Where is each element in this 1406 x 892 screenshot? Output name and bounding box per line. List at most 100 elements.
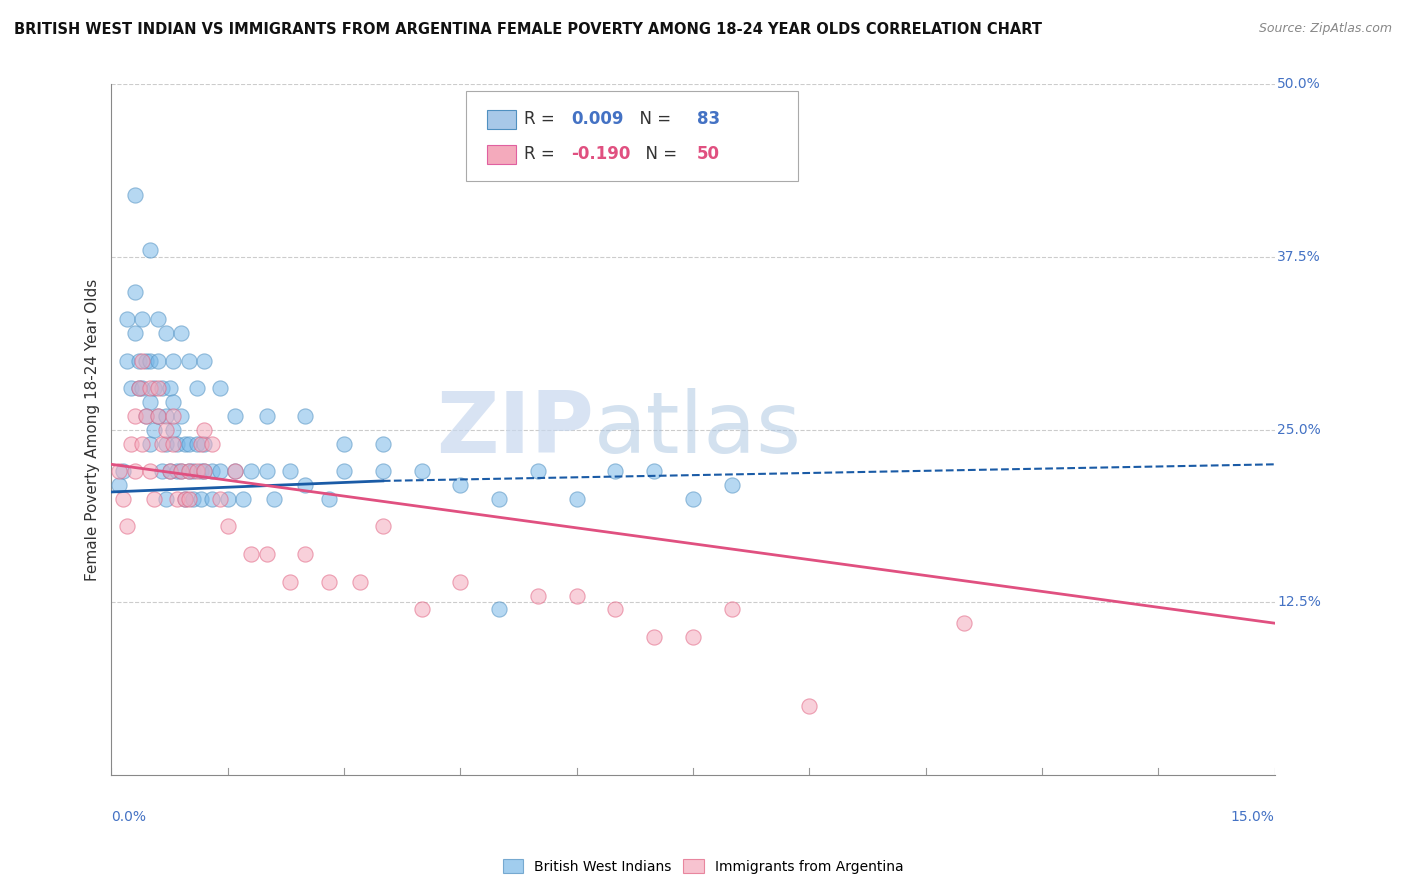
Point — [224, 409, 246, 423]
Point — [224, 464, 246, 478]
Text: 0.0%: 0.0% — [111, 810, 146, 823]
Point — [201, 464, 224, 478]
Point — [112, 491, 135, 506]
Point — [201, 436, 224, 450]
Point — [131, 381, 153, 395]
Point — [193, 464, 215, 478]
Point — [186, 464, 208, 478]
Point — [139, 244, 162, 258]
Point — [278, 464, 301, 478]
Point — [155, 423, 177, 437]
Point — [201, 491, 224, 506]
Point — [294, 409, 316, 423]
Point — [190, 491, 212, 506]
Point — [263, 491, 285, 506]
Point — [240, 464, 263, 478]
Point — [177, 491, 200, 506]
Text: atlas: atlas — [595, 388, 803, 471]
Point — [682, 491, 704, 506]
Point — [139, 395, 162, 409]
Point — [112, 464, 135, 478]
Text: ZIP: ZIP — [436, 388, 595, 471]
Point — [208, 464, 231, 478]
Point — [371, 519, 394, 533]
Point — [162, 423, 184, 437]
Point — [643, 630, 665, 644]
Text: 25.0%: 25.0% — [1277, 423, 1320, 437]
Point — [371, 436, 394, 450]
Point — [208, 381, 231, 395]
Point — [131, 436, 153, 450]
Point — [150, 464, 173, 478]
Point — [150, 436, 173, 450]
Point — [953, 616, 976, 631]
Point — [411, 602, 433, 616]
Point — [177, 464, 200, 478]
Point — [186, 436, 208, 450]
Point — [170, 326, 193, 340]
Point — [565, 491, 588, 506]
Point — [170, 464, 193, 478]
Text: Source: ZipAtlas.com: Source: ZipAtlas.com — [1258, 22, 1392, 36]
Point — [256, 409, 278, 423]
Point — [177, 353, 200, 368]
Point — [120, 436, 142, 450]
Point — [120, 381, 142, 395]
Point — [135, 409, 157, 423]
Text: BRITISH WEST INDIAN VS IMMIGRANTS FROM ARGENTINA FEMALE POVERTY AMONG 18-24 YEAR: BRITISH WEST INDIAN VS IMMIGRANTS FROM A… — [14, 22, 1042, 37]
Point — [449, 478, 471, 492]
Point — [256, 547, 278, 561]
Point — [162, 409, 184, 423]
Point — [124, 326, 146, 340]
Point — [294, 547, 316, 561]
Point — [256, 464, 278, 478]
Text: 50.0%: 50.0% — [1277, 78, 1320, 92]
Point — [449, 574, 471, 589]
Point — [124, 285, 146, 299]
Point — [333, 464, 356, 478]
Text: R =: R = — [524, 145, 561, 162]
Point — [146, 381, 169, 395]
Point — [159, 464, 181, 478]
Point — [131, 312, 153, 326]
Point — [159, 464, 181, 478]
Point — [135, 409, 157, 423]
FancyBboxPatch shape — [467, 91, 797, 181]
Point — [190, 436, 212, 450]
Point — [115, 312, 138, 326]
Point — [217, 491, 239, 506]
Point — [643, 464, 665, 478]
Point — [174, 436, 197, 450]
Point — [155, 491, 177, 506]
Text: 50: 50 — [696, 145, 720, 162]
Point — [162, 353, 184, 368]
Point — [115, 353, 138, 368]
Point — [527, 589, 550, 603]
Text: 83: 83 — [696, 110, 720, 128]
Point — [124, 188, 146, 202]
Point — [174, 491, 197, 506]
Point — [240, 547, 263, 561]
Point — [488, 491, 510, 506]
Point — [193, 423, 215, 437]
Text: 37.5%: 37.5% — [1277, 250, 1320, 264]
Point — [131, 353, 153, 368]
Point — [108, 464, 131, 478]
Point — [186, 381, 208, 395]
Point — [181, 491, 204, 506]
Point — [170, 464, 193, 478]
Point — [115, 519, 138, 533]
Point — [128, 381, 150, 395]
Point — [162, 436, 184, 450]
Point — [682, 630, 704, 644]
Point — [139, 436, 162, 450]
Point — [124, 409, 146, 423]
Point — [128, 353, 150, 368]
Point — [294, 478, 316, 492]
Point — [333, 436, 356, 450]
Point — [159, 381, 181, 395]
Point — [177, 436, 200, 450]
Point — [193, 436, 215, 450]
Point — [208, 491, 231, 506]
Text: N =: N = — [636, 145, 682, 162]
